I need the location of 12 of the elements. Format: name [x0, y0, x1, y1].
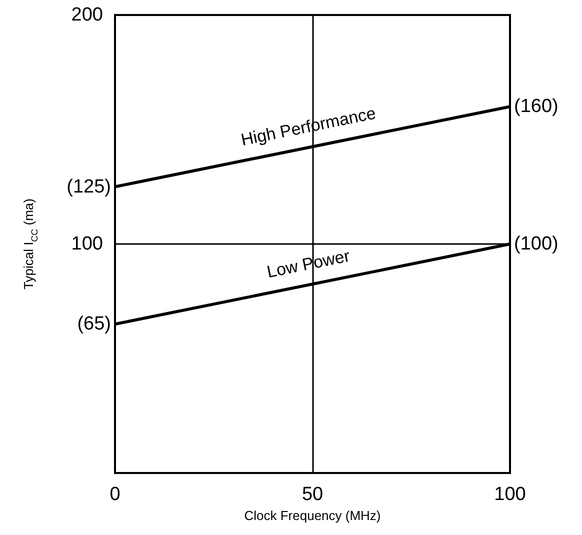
y-axis-title: Typical ICC (ma): [21, 198, 40, 290]
text: High Performance: [239, 104, 378, 150]
data-label: (125): [66, 176, 111, 198]
data-label: (100): [514, 234, 558, 254]
x-tick-label: 50: [302, 484, 324, 505]
x-tick-label: 0: [110, 484, 120, 505]
data-label: (65): [77, 314, 111, 335]
x-tick-label: 100: [494, 484, 526, 505]
x-axis-title: Clock Frequency (MHz): [244, 508, 381, 523]
text: Low Power: [265, 246, 352, 282]
data-label: (160): [514, 96, 558, 118]
y-tick-label: 200: [71, 4, 103, 26]
